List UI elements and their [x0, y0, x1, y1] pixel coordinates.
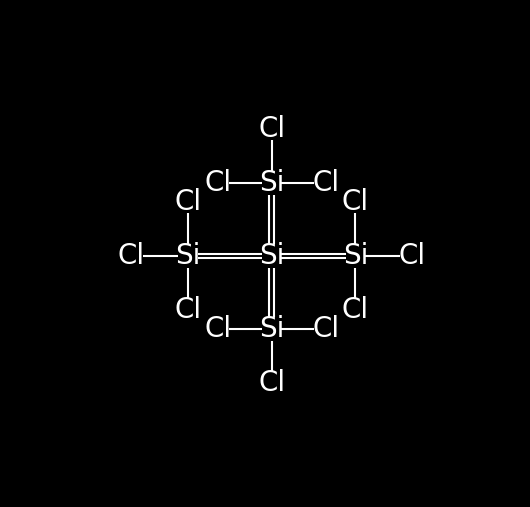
Text: Si: Si: [175, 242, 200, 270]
Text: Cl: Cl: [118, 242, 145, 270]
Text: Cl: Cl: [204, 315, 231, 343]
Text: Cl: Cl: [342, 188, 369, 216]
Text: Si: Si: [259, 169, 284, 197]
Text: Si: Si: [343, 242, 368, 270]
Text: Si: Si: [259, 315, 284, 343]
Text: Cl: Cl: [174, 296, 201, 324]
Text: Cl: Cl: [312, 315, 339, 343]
Text: Cl: Cl: [258, 115, 285, 143]
Text: Cl: Cl: [399, 242, 426, 270]
Text: Cl: Cl: [204, 169, 231, 197]
Text: Cl: Cl: [342, 296, 369, 324]
Text: Si: Si: [259, 242, 284, 270]
Text: Cl: Cl: [174, 188, 201, 216]
Text: Cl: Cl: [258, 369, 285, 397]
Text: Cl: Cl: [312, 169, 339, 197]
